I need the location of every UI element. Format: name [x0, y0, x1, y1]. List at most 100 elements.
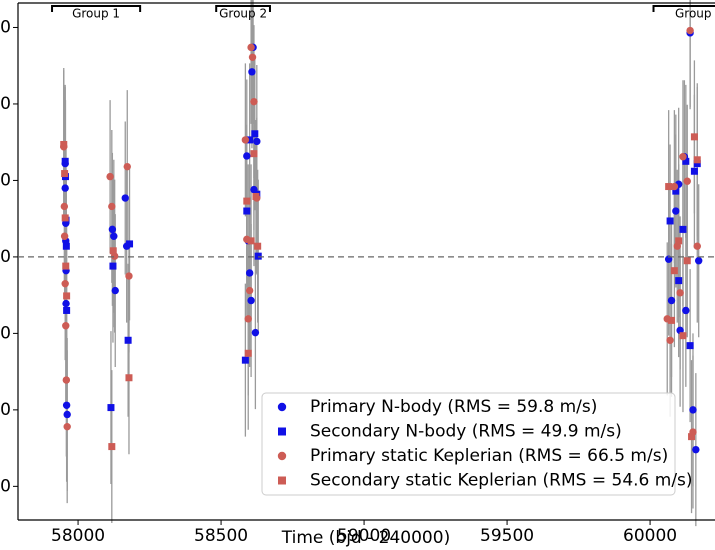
legend-marker	[278, 427, 286, 436]
marker	[61, 214, 69, 222]
marker	[690, 133, 698, 141]
marker	[693, 242, 701, 250]
y-tick-label: -100	[0, 323, 11, 343]
marker	[673, 242, 681, 250]
marker	[248, 68, 256, 76]
marker	[60, 202, 69, 211]
marker	[246, 136, 254, 144]
y-tick-label: -300	[0, 476, 11, 496]
marker	[686, 26, 694, 35]
marker	[682, 157, 690, 165]
marker	[106, 172, 114, 181]
legend-label: Secondary static Keplerian (RMS = 54.6 m…	[310, 471, 693, 491]
marker	[682, 306, 690, 315]
marker	[251, 130, 259, 138]
group-bracket	[652, 5, 715, 12]
marker	[62, 262, 70, 270]
marker	[61, 184, 69, 192]
legend-marker	[277, 402, 287, 412]
marker	[125, 374, 133, 382]
marker	[61, 157, 69, 165]
x-tick-label: 60000	[623, 526, 677, 546]
marker	[62, 376, 71, 384]
marker	[665, 183, 673, 191]
marker	[679, 332, 687, 340]
marker	[686, 342, 694, 350]
marker	[250, 150, 258, 158]
marker	[675, 237, 683, 245]
y-tick-label: 100	[0, 170, 11, 190]
legend-label: Primary static Keplerian (RMS = 66.5 m/s…	[310, 446, 668, 466]
marker	[250, 97, 258, 106]
legend-label: Secondary N-body (RMS = 49.9 m/s)	[310, 422, 622, 442]
marker	[672, 187, 680, 195]
marker	[61, 279, 69, 288]
marker	[108, 202, 116, 211]
marker	[247, 237, 255, 245]
x-tick-label: 59000	[337, 526, 391, 546]
marker	[683, 257, 691, 265]
marker	[251, 328, 260, 337]
marker	[243, 152, 251, 160]
marker	[679, 153, 687, 161]
marker	[247, 296, 255, 305]
marker	[666, 336, 674, 344]
marker	[689, 406, 697, 414]
marker	[63, 292, 71, 300]
x-tick-label: 58500	[194, 526, 248, 546]
legend-marker	[277, 451, 287, 461]
marker	[690, 167, 698, 175]
marker	[63, 410, 71, 419]
marker	[670, 267, 678, 275]
legend-marker	[278, 476, 286, 485]
marker	[668, 316, 676, 324]
marker	[243, 197, 251, 205]
y-tick-label: 0	[0, 247, 11, 267]
marker	[676, 289, 684, 297]
marker	[694, 257, 703, 265]
marker	[252, 192, 260, 200]
marker	[679, 225, 687, 233]
marker	[693, 156, 701, 164]
marker	[107, 404, 115, 412]
marker	[245, 269, 254, 277]
marker	[672, 207, 680, 215]
marker	[62, 401, 71, 409]
marker	[111, 286, 119, 295]
marker	[692, 445, 700, 454]
marker	[244, 315, 252, 323]
group-label: Group 3	[675, 7, 715, 21]
marker	[241, 136, 250, 144]
marker	[123, 162, 131, 171]
marker	[109, 247, 117, 255]
marker	[126, 240, 134, 248]
group-bracket	[51, 5, 142, 12]
marker	[125, 272, 133, 280]
group-label: Group 1	[72, 7, 120, 21]
marker	[254, 242, 262, 250]
marker	[62, 322, 70, 330]
marker	[241, 356, 249, 364]
marker	[63, 306, 71, 314]
marker	[110, 232, 118, 240]
marker	[675, 277, 683, 285]
marker	[676, 326, 684, 335]
y-tick-label: 300	[0, 17, 11, 37]
marker	[61, 170, 69, 178]
marker	[60, 232, 69, 240]
marker	[62, 242, 70, 250]
marker	[110, 252, 119, 260]
marker	[253, 137, 261, 146]
marker	[247, 43, 255, 52]
marker	[693, 160, 701, 168]
y-tick-label: -200	[0, 400, 11, 420]
marker	[667, 296, 676, 305]
legend-label: Primary N-body (RMS = 59.8 m/s)	[310, 397, 597, 417]
y-tick-label: 200	[0, 94, 11, 114]
marker	[121, 194, 129, 202]
group-bracket	[215, 5, 271, 12]
x-tick-label: 58000	[51, 526, 105, 546]
marker	[254, 252, 262, 260]
marker	[124, 336, 132, 344]
